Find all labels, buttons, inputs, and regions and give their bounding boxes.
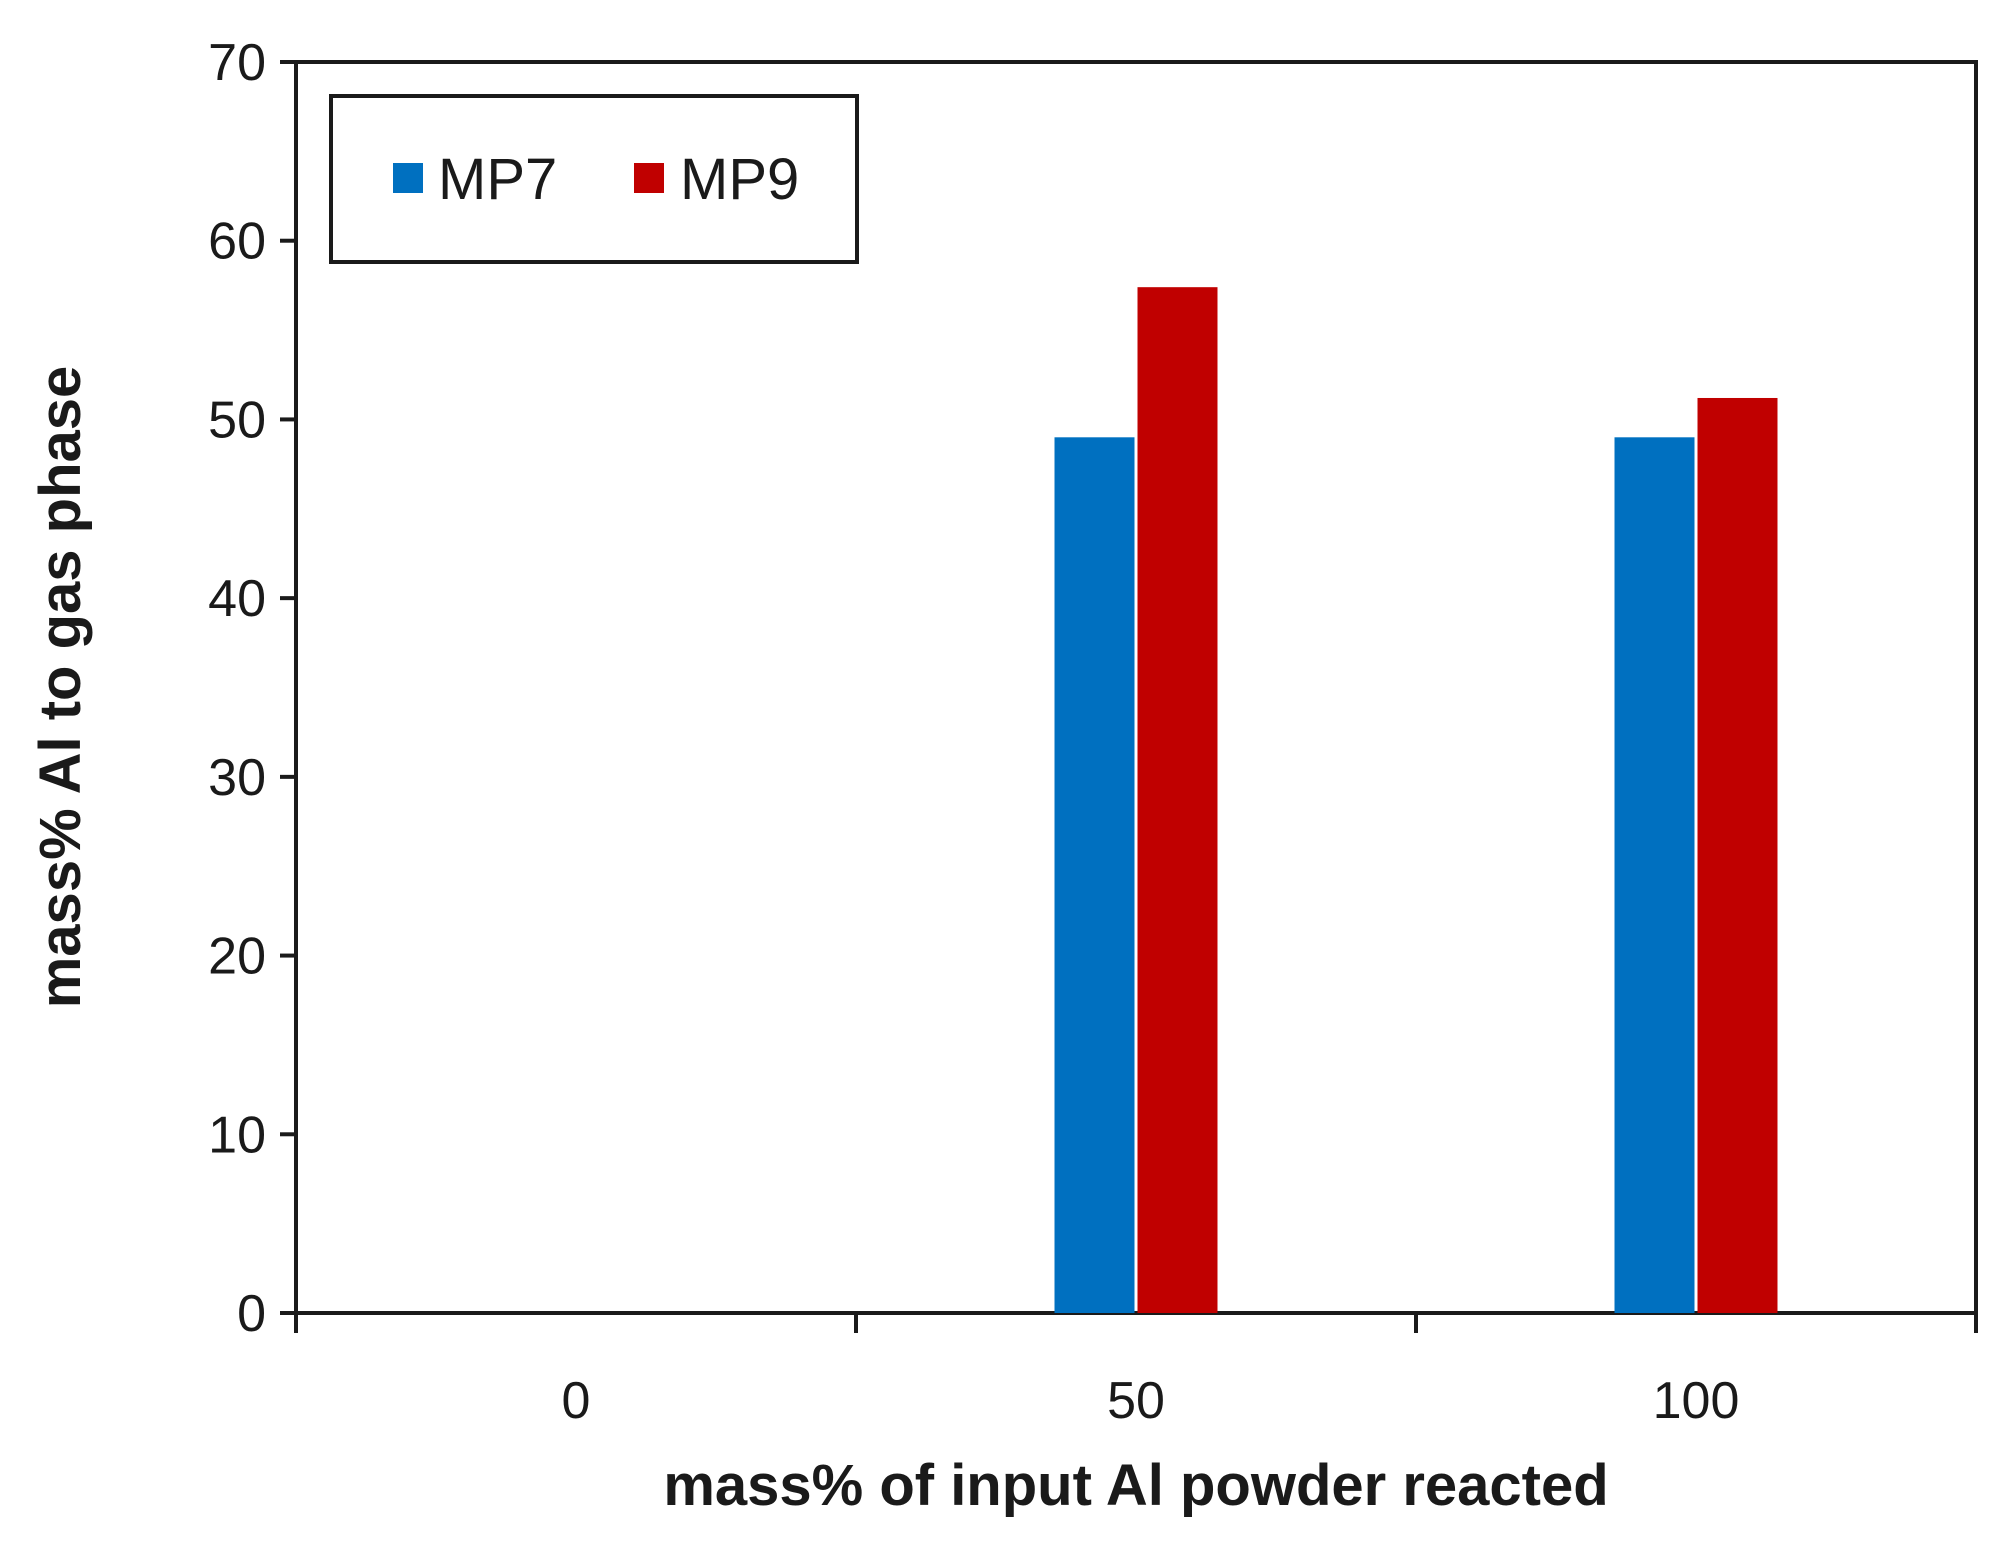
legend-label-mp9: MP9 — [680, 147, 799, 212]
bar-mp7-50 — [1054, 437, 1135, 1313]
legend-swatch-mp9 — [634, 163, 664, 193]
x-tick-label: 0 — [562, 1372, 591, 1430]
bar-mp9-50 — [1137, 287, 1218, 1314]
y-axis-title: mass% Al to gas phase — [28, 366, 93, 1009]
bar-mp9-100 — [1697, 397, 1778, 1313]
legend-swatch-mp7 — [393, 163, 423, 193]
x-tick-label: 50 — [1107, 1372, 1165, 1430]
bar-mp7-100 — [1614, 437, 1695, 1313]
y-tick-label: 30 — [208, 749, 266, 807]
legend-label-mp7: MP7 — [438, 147, 557, 212]
y-tick-label: 0 — [237, 1285, 266, 1343]
y-tick-label: 10 — [208, 1106, 266, 1164]
ticks-layer: 0 10 20 30 40 50 60 70 0 50 100 — [208, 34, 1739, 1430]
y-tick-label: 40 — [208, 570, 266, 628]
axes-layer — [280, 60, 1978, 1333]
y-tick-label: 60 — [208, 213, 266, 271]
legend: MP7 MP9 — [329, 94, 859, 264]
x-axis-title: mass% of input Al powder reacted — [663, 1453, 1608, 1518]
bars-layer — [1054, 287, 1778, 1314]
y-tick-label: 50 — [208, 391, 266, 449]
plot-area-frame — [294, 60, 1978, 1315]
x-tick-label: 100 — [1653, 1372, 1740, 1430]
y-tick-label: 70 — [208, 34, 266, 92]
y-tick-label: 20 — [208, 928, 266, 986]
